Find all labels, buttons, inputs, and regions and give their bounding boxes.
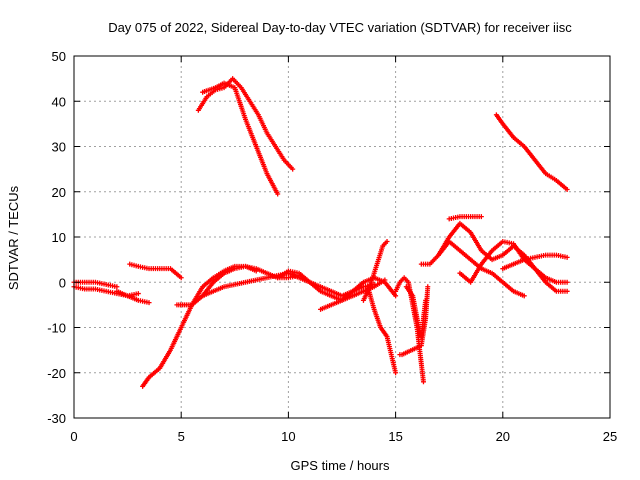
- series-arc-m: [365, 284, 399, 376]
- y-tick-label: 0: [59, 275, 66, 290]
- x-tick-label: 10: [281, 429, 295, 444]
- x-axis-label: GPS time / hours: [291, 458, 390, 473]
- series-arc-r: [446, 214, 484, 222]
- series-arc-q: [435, 220, 570, 285]
- chart-title: Day 075 of 2022, Sidereal Day-to-day VTE…: [108, 20, 572, 35]
- data-point: [135, 291, 141, 297]
- y-tick-label: 20: [52, 185, 66, 200]
- x-tick-label: 15: [388, 429, 402, 444]
- y-tick-label: 30: [52, 140, 66, 155]
- data-point: [564, 288, 570, 294]
- x-tick-label: 25: [603, 429, 617, 444]
- y-tick-label: 50: [52, 49, 66, 64]
- x-tick-label: 5: [178, 429, 185, 444]
- data-point: [290, 166, 296, 172]
- axis-ticks: 0 5 10 15 20 25 -30 -20 -10 0 10 20 30 40 50: [47, 49, 617, 444]
- series-arc-j: [195, 76, 296, 172]
- x-tick-label: 20: [496, 429, 510, 444]
- data-point: [275, 191, 281, 197]
- series-arc-t: [500, 252, 570, 272]
- data-point: [564, 279, 570, 285]
- series-arc-c: [114, 288, 152, 306]
- data-series-group: [71, 76, 570, 389]
- data-point: [393, 370, 399, 376]
- data-point: [114, 284, 120, 290]
- series-arc-h: [275, 268, 388, 303]
- y-tick-label: -30: [47, 411, 66, 426]
- y-tick-label: -10: [47, 321, 66, 336]
- y-tick-label: 10: [52, 230, 66, 245]
- data-point: [178, 275, 184, 281]
- y-axis-label: SDTVAR / TECUs: [6, 185, 21, 290]
- data-point: [564, 186, 570, 192]
- data-point: [420, 379, 426, 385]
- data-point: [384, 239, 390, 245]
- grid: [74, 56, 610, 418]
- series-arc-u: [493, 112, 570, 192]
- series-arc-k: [200, 80, 281, 197]
- series-arc-d: [127, 261, 184, 281]
- data-point: [478, 214, 484, 220]
- x-tick-label: 0: [70, 429, 77, 444]
- data-point: [564, 254, 570, 260]
- data-point: [425, 284, 431, 290]
- data-point: [521, 293, 527, 299]
- data-point: [146, 300, 152, 306]
- y-tick-label: 40: [52, 94, 66, 109]
- data-point: [393, 293, 399, 299]
- y-tick-label: -20: [47, 366, 66, 381]
- series-pts-v: [397, 284, 431, 358]
